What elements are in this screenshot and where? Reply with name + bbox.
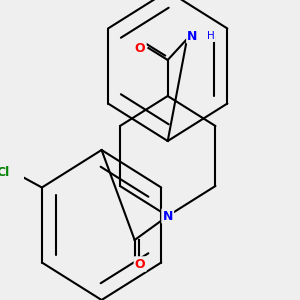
Text: H: H — [207, 31, 214, 41]
Text: N: N — [163, 209, 173, 223]
Text: O: O — [135, 41, 146, 55]
Text: N: N — [187, 29, 198, 43]
Text: O: O — [135, 257, 146, 271]
Text: Cl: Cl — [0, 166, 10, 179]
